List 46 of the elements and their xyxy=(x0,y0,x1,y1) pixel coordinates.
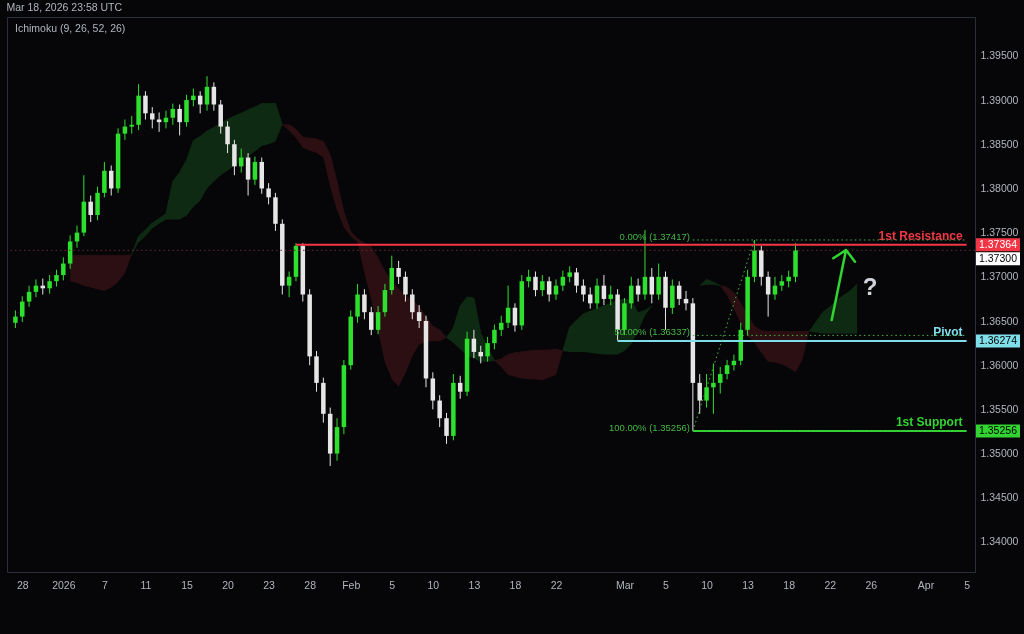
y-tick-label: 1.39000 xyxy=(980,93,1019,106)
x-tick-label: 7 xyxy=(101,578,108,591)
data-label: 1.35256 xyxy=(979,423,1018,436)
series-label: 1st Resistance xyxy=(878,228,963,243)
x-tick-label: Apr xyxy=(917,578,935,591)
series-label: 1st Support xyxy=(895,414,963,429)
data-label: 1.37364 xyxy=(979,237,1018,250)
y-tick-label: 1.39500 xyxy=(980,49,1019,62)
x-tick-label: 5 xyxy=(389,578,396,591)
series-label: 100.00% (1.35256) xyxy=(609,421,690,433)
y-tick-label: 1.34000 xyxy=(980,535,1019,548)
y-tick-label: 1.37000 xyxy=(980,270,1019,283)
y-tick-label: 1.34500 xyxy=(980,491,1019,504)
ref-line-label: 1.37300 xyxy=(979,251,1018,264)
x-tick-label: Mar xyxy=(615,578,635,591)
x-tick-label: 5 xyxy=(663,578,670,591)
x-tick-label: 18 xyxy=(509,578,522,591)
series-label: Pivot xyxy=(933,324,963,339)
x-tick-label: 18 xyxy=(783,578,796,591)
y-tick-label: 1.38000 xyxy=(980,181,1019,194)
annotation: Ichimoku (9, 26, 52, 26) xyxy=(15,22,126,34)
x-tick-label: 2026 xyxy=(52,578,76,591)
x-tick-label: 10 xyxy=(427,578,440,591)
y-tick-label: 1.38500 xyxy=(980,137,1019,150)
x-tick-label: 23 xyxy=(263,578,276,591)
x-tick-label: 22 xyxy=(824,578,837,591)
x-tick-label: 22 xyxy=(550,578,563,591)
y-tick-label: 1.36000 xyxy=(980,358,1019,371)
x-tick-label: 28 xyxy=(16,578,29,591)
x-tick-label: 26 xyxy=(865,578,878,591)
annotation: ? xyxy=(862,273,878,300)
data-label: 1.36274 xyxy=(979,333,1018,346)
x-tick-label: 15 xyxy=(181,578,193,591)
y-tick-label: 1.36500 xyxy=(980,314,1019,327)
x-tick-label: 20 xyxy=(222,578,235,591)
x-tick-label: 13 xyxy=(468,578,481,591)
chart-title: Mar 18, 2026 23:58 UTC xyxy=(6,0,123,13)
x-tick-label: 5 xyxy=(964,578,971,591)
x-tick-label: 10 xyxy=(701,578,714,591)
y-tick-label: 1.35000 xyxy=(980,447,1019,460)
x-tick-label: 28 xyxy=(304,578,317,591)
y-tick-label: 1.35500 xyxy=(980,402,1019,415)
x-tick-label: Feb xyxy=(342,578,361,591)
x-tick-label: 13 xyxy=(742,578,755,591)
x-tick-label: 11 xyxy=(140,578,152,591)
y-tick-label: 1.37500 xyxy=(980,226,1019,239)
